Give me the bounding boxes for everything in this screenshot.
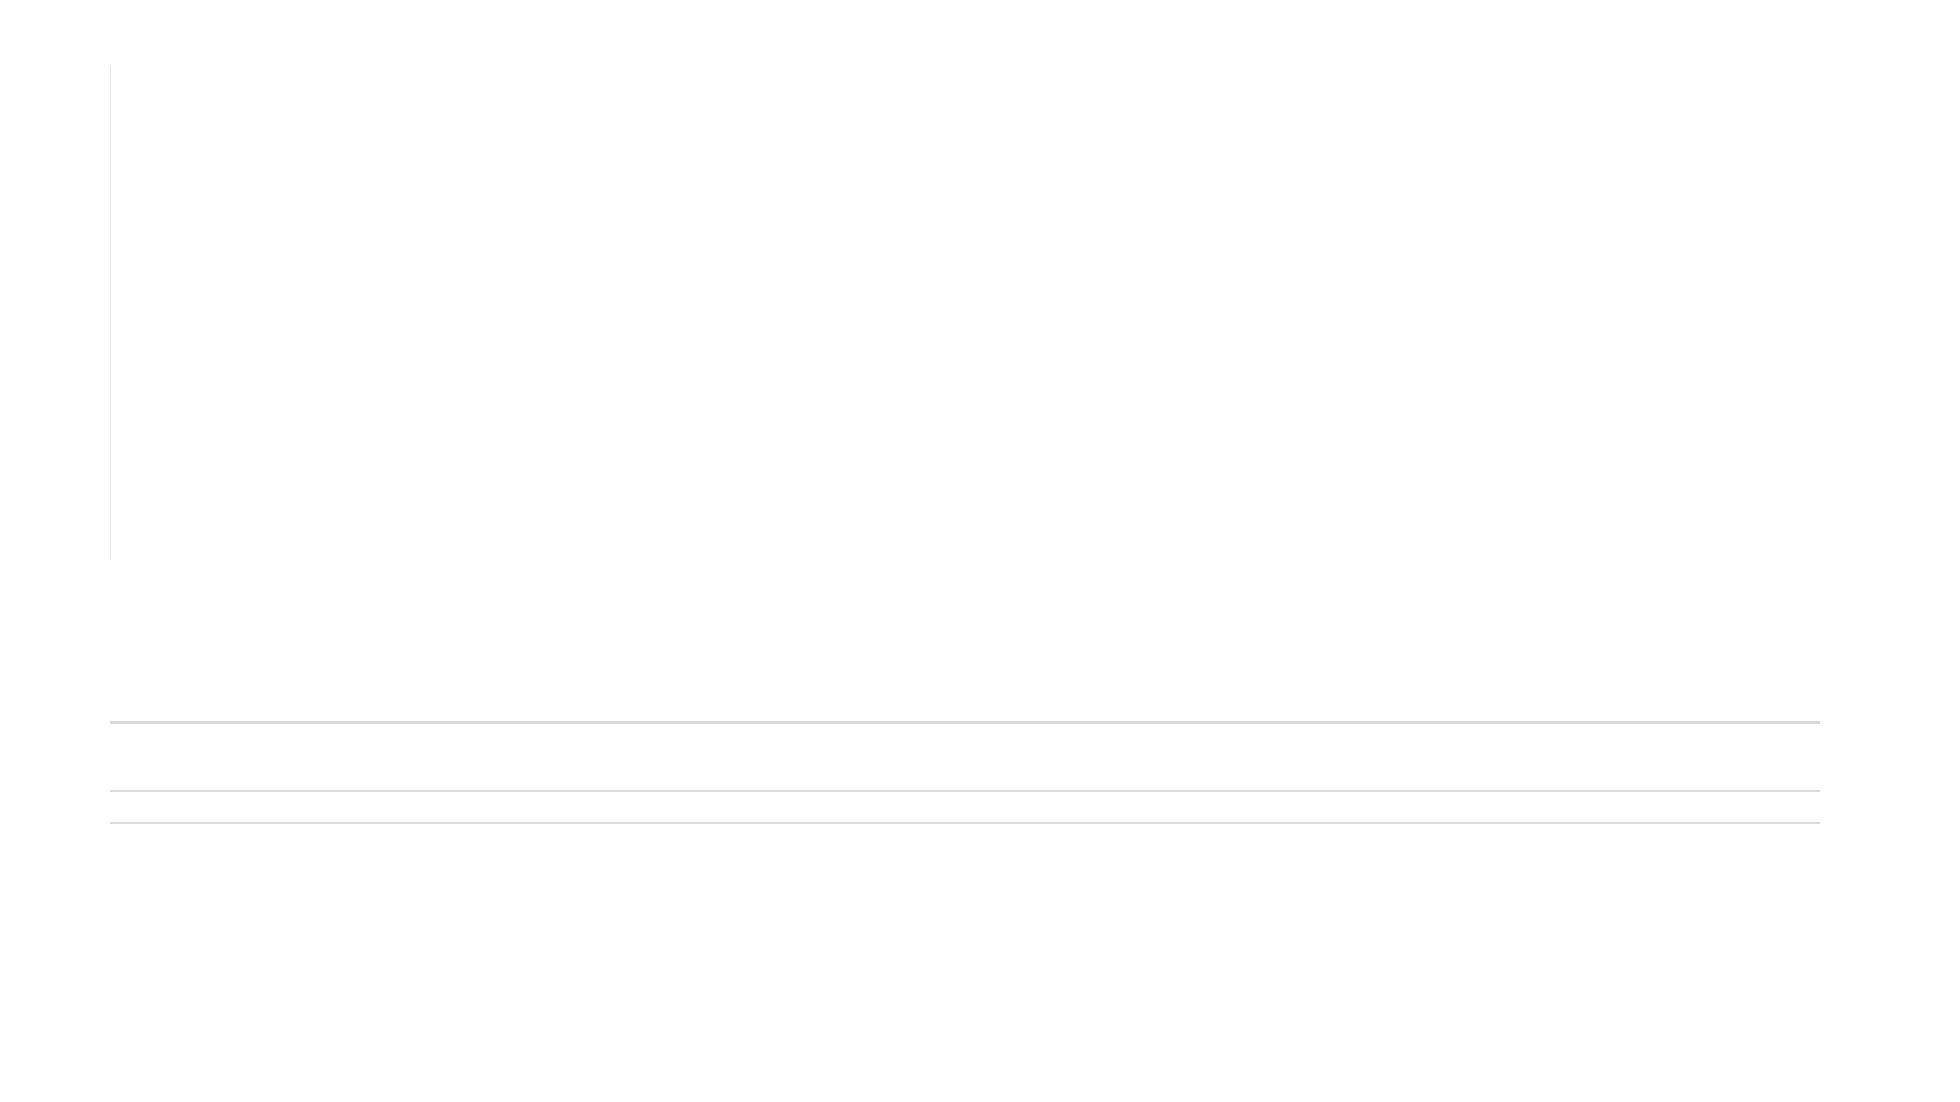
flip-baseline (110, 721, 1820, 724)
main-plot-area (110, 65, 1820, 560)
lower-rule (110, 790, 1820, 792)
chart-legend (0, 925, 1960, 1003)
x-axis-rule (110, 822, 1820, 824)
legend-row-secondary (0, 964, 1960, 1003)
legend-row-primary (0, 925, 1960, 964)
left-axis-spine (110, 65, 111, 560)
flip-marker-track (110, 690, 1820, 752)
strength-heat-strip (110, 615, 1820, 677)
